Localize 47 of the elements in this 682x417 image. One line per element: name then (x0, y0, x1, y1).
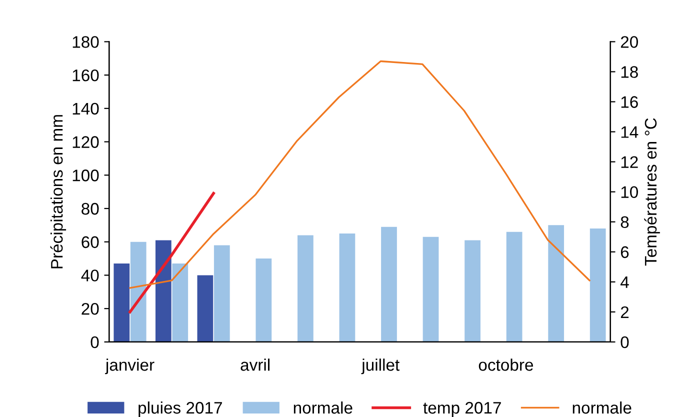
bar (590, 228, 606, 342)
bar (172, 264, 188, 342)
bar (381, 226, 397, 342)
y2-tick-label: 18 (621, 66, 638, 78)
bar (214, 245, 230, 342)
x-tick-label: janvier (105, 358, 154, 374)
y2-tick-label: 6 (620, 246, 629, 258)
y-tick-label: 80 (82, 202, 99, 215)
y2-tick-label: 0 (620, 336, 629, 348)
bar (197, 275, 214, 342)
y-tick-label: 120 (72, 136, 99, 148)
y-tick-label: 60 (82, 236, 99, 248)
bar (298, 235, 314, 342)
bar (155, 240, 172, 342)
legend-label: normale (572, 401, 632, 414)
x-tick-label: avril (240, 358, 270, 371)
bar (464, 240, 480, 342)
y2-tick-label: 2 (620, 306, 629, 318)
bar (130, 242, 146, 342)
bar (506, 232, 522, 342)
y-tick-label: 20 (82, 302, 99, 315)
y2-tick-label: 8 (620, 216, 629, 228)
y-tick-label: 0 (90, 336, 99, 348)
bar (548, 225, 564, 342)
y2-tick-label: 16 (621, 96, 638, 108)
legend-label: normale (294, 401, 352, 414)
y2-axis-title: Températures en °C (644, 118, 660, 266)
x-tick-label: octobre (478, 358, 534, 371)
y2-tick-label: 20 (620, 36, 638, 48)
bar (339, 234, 356, 342)
y-axis-title: Précipitations en mm (50, 115, 66, 268)
y-tick-label: 160 (72, 69, 99, 82)
legend-label: temp 2017 (423, 402, 501, 417)
x-tick-label: juillet (361, 358, 400, 374)
bar (114, 264, 130, 342)
legend-label: pluies 2017 (138, 401, 222, 417)
y2-tick-label: 10 (621, 186, 638, 198)
bar (256, 258, 272, 342)
line-series (129, 60, 590, 289)
y2-tick-label: 4 (620, 276, 629, 288)
y-tick-label: 180 (72, 36, 99, 48)
y-tick-label: 40 (81, 270, 99, 282)
bar (422, 236, 439, 342)
y-tick-label: 140 (72, 102, 99, 115)
y2-tick-label: 12 (621, 156, 638, 168)
y2-tick-label: 14 (621, 126, 638, 138)
y-tick-label: 100 (72, 170, 99, 182)
